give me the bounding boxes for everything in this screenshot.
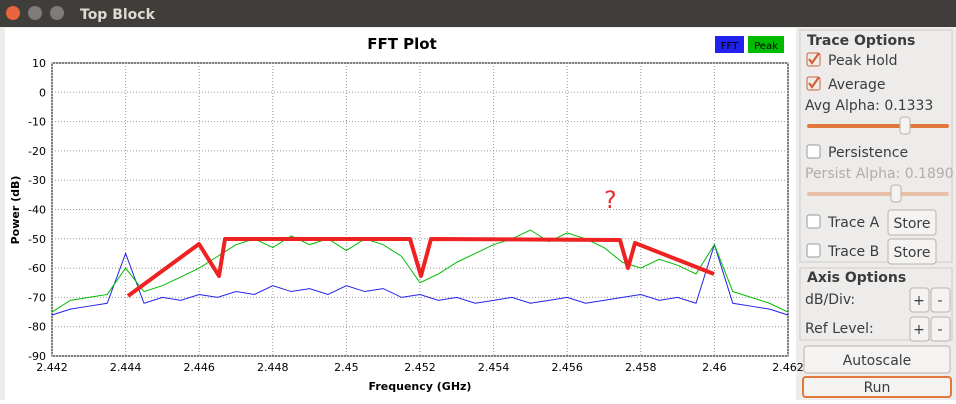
- legend-swatch: [715, 36, 744, 53]
- x-tick-label: 2.446: [183, 361, 215, 374]
- checkbox-label: Trace B: [827, 244, 879, 260]
- button-label: Store: [893, 216, 930, 232]
- plot: -90 -80 -70 -60 -50 -40 -30 -20 -10 0 10 2.442 2.444…: [28, 36, 804, 374]
- control-panel: Trace Options Peak Hold Average Avg Alph…: [799, 29, 954, 398]
- plus-button[interactable]: [909, 287, 930, 313]
- button-label: -: [937, 293, 942, 309]
- checkbox-label: Peak Hold: [828, 53, 898, 69]
- button-label: Autoscale: [843, 353, 912, 369]
- minus-button[interactable]: [930, 316, 951, 342]
- slider-handle[interactable]: [899, 116, 911, 135]
- legend-label: FFT: [721, 41, 739, 52]
- y-tick-label: -50: [28, 233, 46, 246]
- x-tick-label: 2.45: [334, 361, 359, 374]
- x-tick-label: 2.448: [257, 361, 289, 374]
- window-title: Top Block: [80, 7, 156, 23]
- button-label: Store: [893, 245, 930, 261]
- trace: [51, 242, 789, 316]
- trace: [51, 229, 789, 313]
- minus-button[interactable]: [930, 287, 951, 313]
- store-button[interactable]: [887, 209, 937, 236]
- run-button[interactable]: [802, 376, 952, 398]
- slider-label: Avg Alpha: 0.1333: [805, 98, 933, 114]
- legend-swatch: [748, 36, 784, 53]
- checkbox[interactable]: [806, 144, 821, 159]
- x-tick-label: 2.442: [36, 361, 68, 374]
- y-tick-label: -80: [28, 321, 46, 334]
- button-label: +: [913, 322, 925, 338]
- annotation: ?: [604, 186, 617, 214]
- minimize-button[interactable]: [28, 6, 42, 20]
- axis-options-frame: [799, 267, 953, 341]
- button-label: -: [937, 322, 942, 338]
- x-tick-label: 2.444: [110, 361, 142, 374]
- button-label: +: [913, 293, 925, 309]
- checkmark: [808, 52, 820, 65]
- section-title: Axis Options: [807, 270, 906, 286]
- title-bar: [0, 0, 956, 27]
- button-label: Run: [864, 380, 891, 396]
- x-tick-label: 2.462: [772, 361, 804, 374]
- y-tick-label: -20: [28, 145, 46, 158]
- legend-label: Peak: [754, 41, 778, 52]
- control-label: dB/Div:: [805, 292, 855, 308]
- y-tick-label: -70: [28, 291, 46, 304]
- checkbox-label: Trace A: [827, 215, 880, 231]
- y-tick-label: 0: [39, 86, 46, 99]
- checkbox-label: Average: [828, 77, 886, 93]
- autoscale-button[interactable]: [803, 345, 951, 374]
- control-label: Ref Level:: [805, 321, 874, 337]
- annotation-line: [126, 237, 715, 298]
- plus-button[interactable]: [909, 316, 930, 342]
- slider-track: [807, 192, 949, 196]
- store-button[interactable]: [887, 238, 937, 265]
- y-axis-label: Power (dB): [9, 176, 22, 245]
- slider-track: [807, 124, 949, 128]
- chart-title: FFT Plot: [367, 35, 437, 53]
- slider-label: Persist Alpha: 0.1890: [805, 166, 954, 182]
- y-tick-label: -60: [28, 262, 46, 275]
- x-axis-label: Frequency (GHz): [369, 380, 472, 393]
- x-tick-label: 2.454: [478, 361, 510, 374]
- y-tick-label: 10: [32, 57, 46, 70]
- trace-options-frame: [799, 29, 953, 263]
- x-tick-label: 2.452: [404, 361, 436, 374]
- close-button[interactable]: [6, 6, 20, 20]
- slider-handle[interactable]: [890, 184, 902, 203]
- y-tick-label: -40: [28, 204, 46, 217]
- y-tick-label: -10: [28, 116, 46, 129]
- section-title: Trace Options: [807, 33, 915, 49]
- y-tick-label: -30: [28, 174, 46, 187]
- checkbox[interactable]: [806, 214, 821, 229]
- checkbox-label: Persistence: [828, 145, 908, 161]
- x-tick-label: 2.46: [702, 361, 727, 374]
- checkbox[interactable]: [806, 243, 821, 258]
- checkmark: [808, 76, 820, 89]
- y-tick-label: -90: [28, 350, 46, 363]
- x-tick-label: 2.456: [551, 361, 583, 374]
- maximize-button[interactable]: [50, 6, 64, 20]
- x-tick-label: 2.458: [625, 361, 657, 374]
